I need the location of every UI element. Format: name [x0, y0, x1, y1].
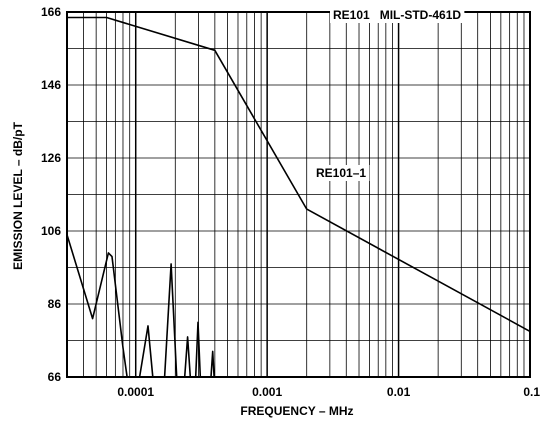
annotation-background	[313, 165, 370, 181]
x-tick-label: 0.0001	[117, 385, 154, 399]
plot-frame	[66, 11, 531, 378]
annotation-re101-1: RE101–1	[316, 166, 366, 180]
x-tick-label: 0.1	[523, 385, 540, 399]
annotation-backgrounds	[313, 7, 465, 181]
x-tick-label: 0.001	[252, 385, 282, 399]
x-axis-label: FREQUENCY – MHz	[240, 404, 353, 418]
annotation-background	[330, 7, 465, 23]
y-tick-label: 146	[41, 78, 61, 92]
y-axis-label: EMISSION LEVEL – dB/pT	[11, 121, 25, 269]
y-tick-label: 106	[41, 224, 61, 238]
x-tick-label: 0.01	[387, 385, 411, 399]
x-tick-labels: 0.0001 0.001 0.01 0.1	[117, 385, 540, 399]
y-tick-label: 86	[48, 297, 62, 311]
y-tick-labels: 66 86 106 126 146 166	[41, 5, 61, 384]
y-tick-label: 66	[48, 370, 62, 384]
annotation-re101-mil-std: RE101 MIL-STD-461D	[333, 8, 461, 22]
series-line-re101-1	[67, 16, 531, 333]
y-tick-label: 126	[41, 151, 61, 165]
grid-lines	[67, 12, 530, 377]
y-tick-label: 166	[41, 5, 61, 19]
